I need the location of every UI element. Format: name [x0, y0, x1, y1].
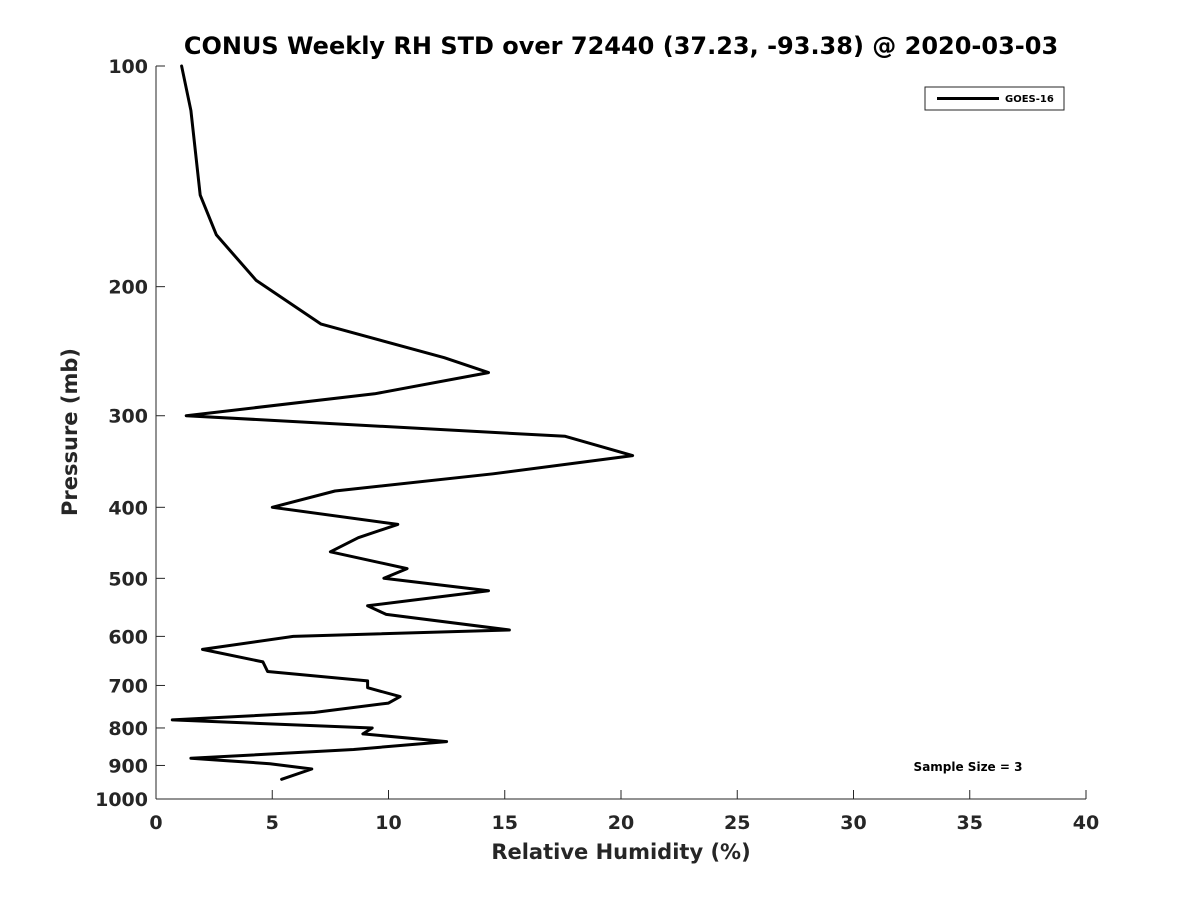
y-tick-label: 1000: [95, 789, 148, 811]
y-ticks: 100 200 300 400 500 600 700 800 900 1000: [95, 56, 165, 811]
y-tick-label: 600: [108, 626, 148, 648]
chart-title: CONUS Weekly RH STD over 72440 (37.23, -…: [184, 32, 1058, 60]
x-tick-label: 5: [266, 812, 279, 834]
x-tick-label: 20: [608, 812, 634, 834]
x-axis-label: Relative Humidity (%): [491, 840, 750, 864]
x-tick-label: 15: [492, 812, 518, 834]
y-tick-label: 300: [108, 406, 148, 428]
y-tick-label: 500: [108, 568, 148, 590]
legend: GOES-16: [924, 86, 1065, 111]
x-tick-label: 10: [375, 812, 401, 834]
y-tick-label: 700: [108, 675, 148, 697]
y-tick-label: 400: [108, 497, 148, 519]
x-ticks: 0 5 10 15 20 25 30 35 40: [149, 790, 1099, 834]
sample-size-annotation: Sample Size = 3: [914, 760, 1023, 774]
x-tick-label: 0: [149, 812, 162, 834]
x-tick-label: 40: [1073, 812, 1099, 834]
y-tick-label: 100: [108, 56, 148, 78]
x-tick-label: 25: [724, 812, 750, 834]
y-tick-label: 200: [108, 277, 148, 299]
y-tick-label: 800: [108, 718, 148, 740]
series-group: [170, 64, 635, 781]
y-tick-label: 900: [108, 755, 148, 777]
x-tick-label: 30: [840, 812, 866, 834]
y-axis-label: Pressure (mb): [58, 348, 82, 516]
x-tick-label: 35: [957, 812, 983, 834]
series-line-goes-16: [170, 64, 635, 781]
legend-label: GOES-16: [1005, 94, 1054, 105]
